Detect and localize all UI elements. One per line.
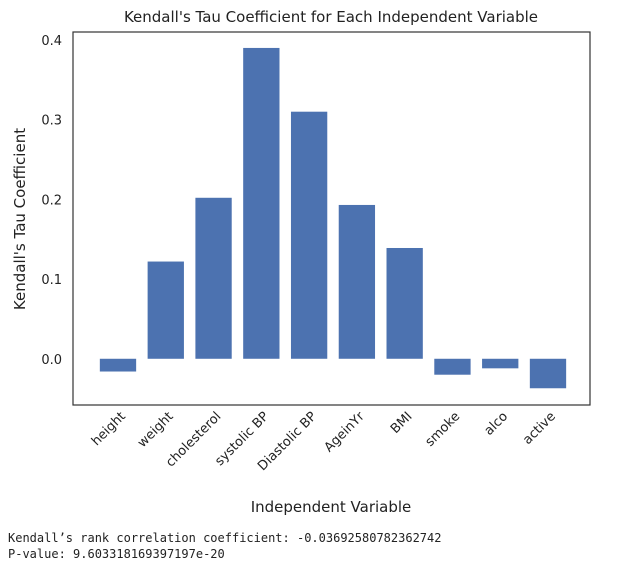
plot-frame (72, 31, 591, 406)
bar-systolic-bp (243, 47, 280, 359)
bar-chart: Kendall's Tau Coefficient for Each Indep… (11, 8, 591, 516)
y-axis-label: Kendall's Tau Coefficient (11, 128, 29, 310)
y-tick-label: 0.2 (41, 193, 62, 208)
kendall-coefficient-output: Kendall’s rank correlation coefficient: … (8, 531, 442, 545)
y-tick-label: 0.1 (41, 273, 62, 288)
p-value-output: P-value: 9.603318169397197e-20 (8, 547, 225, 561)
x-tick-label: active (520, 409, 559, 448)
x-tick-label: smoke (423, 409, 464, 450)
bar-smoke (434, 358, 471, 375)
x-tick-label: weight (135, 409, 177, 451)
bar-ageinyr (338, 204, 376, 359)
x-tick-label: alco (482, 409, 512, 439)
y-tick-label: 0.4 (41, 34, 62, 49)
x-tick-label: AgeinYr (322, 409, 369, 456)
x-axis-label: Independent Variable (251, 498, 412, 516)
bar-alco (482, 358, 519, 369)
bar-active (529, 358, 567, 389)
bar-diastolic-bp (290, 111, 328, 359)
bar-weight (147, 261, 184, 359)
x-tick-label: height (89, 409, 129, 449)
bars-group (99, 47, 567, 389)
y-tick-label: 0.0 (41, 353, 62, 368)
bar-cholesterol (195, 197, 232, 359)
x-tick-label: BMI (388, 409, 416, 437)
y-axis: 0.0 0.1 0.2 0.3 0.4 (41, 34, 62, 368)
bar-bmi (386, 247, 423, 359)
y-tick-label: 0.3 (41, 114, 62, 129)
bar-height (99, 358, 137, 372)
chart-title: Kendall's Tau Coefficient for Each Indep… (124, 8, 538, 26)
